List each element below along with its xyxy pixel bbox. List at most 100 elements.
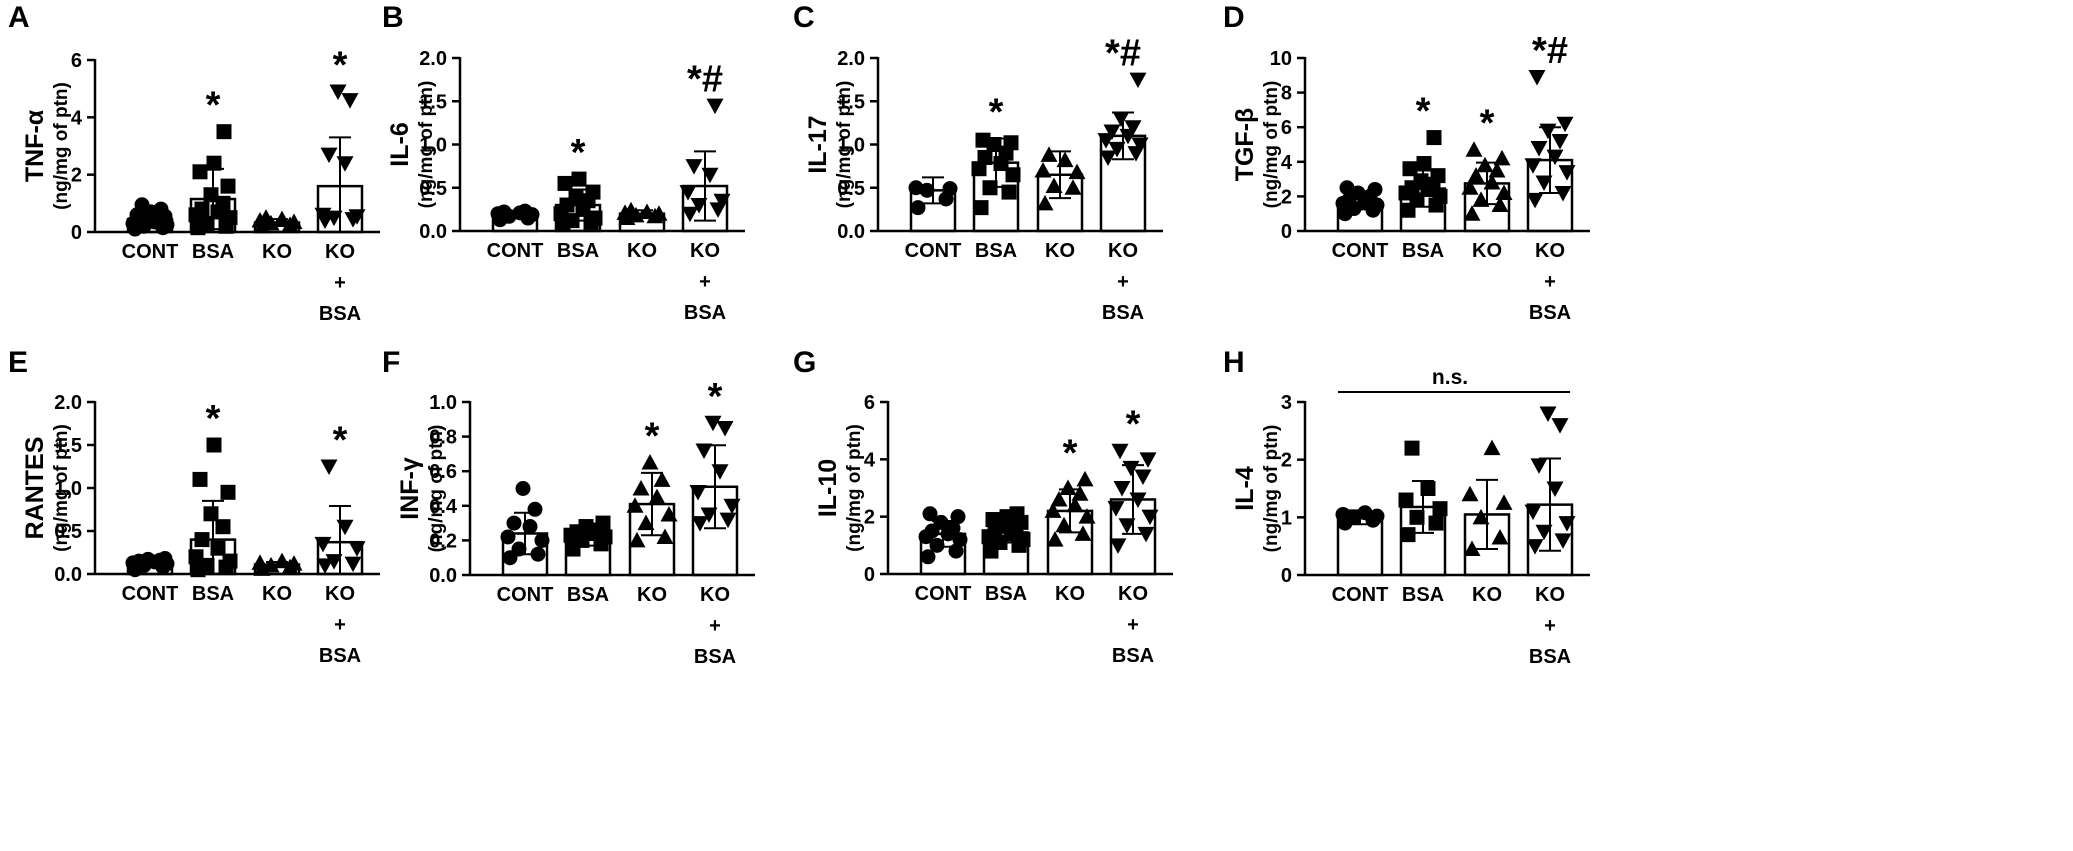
y-tick-label: 4 xyxy=(864,449,876,471)
y-tick-label: 2 xyxy=(1281,450,1292,472)
data-point xyxy=(153,201,169,217)
x-category-label: + xyxy=(334,272,346,294)
x-category-label: BSA xyxy=(975,240,1017,262)
x-category-label: BSA xyxy=(1402,240,1444,262)
x-category-label: BSA xyxy=(1529,302,1571,324)
data-point xyxy=(595,515,611,531)
y-axis-label: IL-4 xyxy=(1231,466,1259,511)
data-point xyxy=(1402,161,1418,177)
panel-f: F INF-γ (ng/mg of ptn) 0.0 0.2 0.4 0.6 0.8 1.0 CO… xyxy=(382,346,755,668)
y-tick-label: 0.4 xyxy=(429,496,458,518)
data-point xyxy=(585,184,601,200)
data-point xyxy=(568,188,584,204)
data-point xyxy=(206,155,222,171)
data-point xyxy=(1495,494,1513,510)
panel-a: A TNF-α (ng/mg of ptn) 0 2 4 6 CONT BSA * KO KO + BSA… xyxy=(8,1,380,325)
data-point xyxy=(215,519,231,535)
data-point xyxy=(1535,175,1553,192)
data-point xyxy=(1109,538,1127,554)
significance-marker: *# xyxy=(1105,33,1141,75)
data-point xyxy=(933,514,949,530)
data-point xyxy=(1003,135,1019,151)
data-point xyxy=(1430,168,1446,184)
data-point xyxy=(1124,120,1142,136)
y-tick-label: 0.2 xyxy=(429,530,457,552)
x-category-label: + xyxy=(1544,271,1556,293)
x-category-label: + xyxy=(1127,614,1139,636)
data-point xyxy=(1554,533,1572,549)
data-point xyxy=(1491,529,1509,545)
x-category-label: BSA xyxy=(1402,584,1444,606)
data-point xyxy=(216,124,232,140)
data-point xyxy=(527,501,543,517)
panel-letter: H xyxy=(1223,346,1245,379)
data-point xyxy=(1491,196,1509,213)
x-category-label: KO xyxy=(1055,583,1085,605)
y-tick-label: 0 xyxy=(71,222,82,244)
y-axis-label: TGF-β xyxy=(1231,108,1259,182)
y-tick-label: 1.0 xyxy=(429,392,457,414)
x-category-label: + xyxy=(1117,271,1129,293)
y-tick-label: 6 xyxy=(1281,117,1292,139)
y-axis-label: IL-17 xyxy=(804,115,832,173)
significance-marker: * xyxy=(1480,103,1495,145)
data-point xyxy=(1539,406,1557,423)
data-point xyxy=(192,471,208,487)
x-category-label: KO xyxy=(325,583,355,605)
y-tick-label: 0.5 xyxy=(837,178,865,200)
data-point xyxy=(1046,531,1064,547)
y-tick-label: 0.6 xyxy=(429,461,457,483)
data-point xyxy=(325,210,343,227)
y-tick-label: 4 xyxy=(1281,152,1293,174)
y-tick-label: 1.0 xyxy=(54,478,82,500)
data-point xyxy=(695,443,713,459)
data-point xyxy=(910,200,926,216)
y-tick-label: 2 xyxy=(864,507,875,529)
data-point xyxy=(1134,469,1152,486)
data-point xyxy=(1413,173,1429,189)
significance-marker: *# xyxy=(687,59,723,101)
x-category-label: BSA xyxy=(1112,645,1154,667)
significance-marker: * xyxy=(1063,432,1078,474)
data-point xyxy=(977,149,993,165)
y-tick-label: 0 xyxy=(1281,221,1292,243)
x-category-label: BSA xyxy=(1529,646,1571,668)
x-category-label: BSA xyxy=(684,302,726,324)
data-point xyxy=(1554,185,1572,202)
data-point xyxy=(920,549,936,565)
data-point xyxy=(194,201,210,217)
data-point xyxy=(1045,177,1063,194)
x-category-label: KO xyxy=(262,241,292,263)
y-tick-label: 4 xyxy=(71,107,83,129)
significance-marker: * xyxy=(571,132,586,174)
data-point xyxy=(1535,524,1553,541)
significance-marker: * xyxy=(333,45,348,87)
x-category-label: KO xyxy=(325,241,355,263)
data-point xyxy=(320,459,338,475)
x-category-label: KO xyxy=(1535,240,1565,262)
y-axis-units: (ng/mg of ptn) xyxy=(51,82,72,210)
x-category-label: CONT xyxy=(122,241,179,263)
data-point xyxy=(637,514,655,531)
y-tick-label: 2 xyxy=(1281,186,1292,208)
data-point xyxy=(1526,192,1544,209)
data-point xyxy=(929,537,945,553)
data-point xyxy=(1059,479,1077,495)
significance-marker: * xyxy=(708,376,723,418)
y-axis-units: (ng/mg of ptn) xyxy=(426,425,447,553)
data-point xyxy=(1103,124,1121,141)
y-axis-units: (ng/mg of ptn) xyxy=(834,81,855,209)
x-category-label: BSA xyxy=(557,240,599,262)
data-point xyxy=(203,506,219,522)
significance-marker: *# xyxy=(1532,30,1568,72)
data-point xyxy=(1074,525,1092,541)
data-point xyxy=(530,546,546,562)
data-point xyxy=(134,197,150,213)
data-point xyxy=(1099,150,1117,166)
data-point xyxy=(1129,72,1147,89)
y-tick-label: 6 xyxy=(864,392,875,414)
y-tick-label: 0 xyxy=(1281,565,1292,587)
y-tick-label: 3 xyxy=(1281,392,1292,414)
y-tick-label: 0.5 xyxy=(419,178,447,200)
